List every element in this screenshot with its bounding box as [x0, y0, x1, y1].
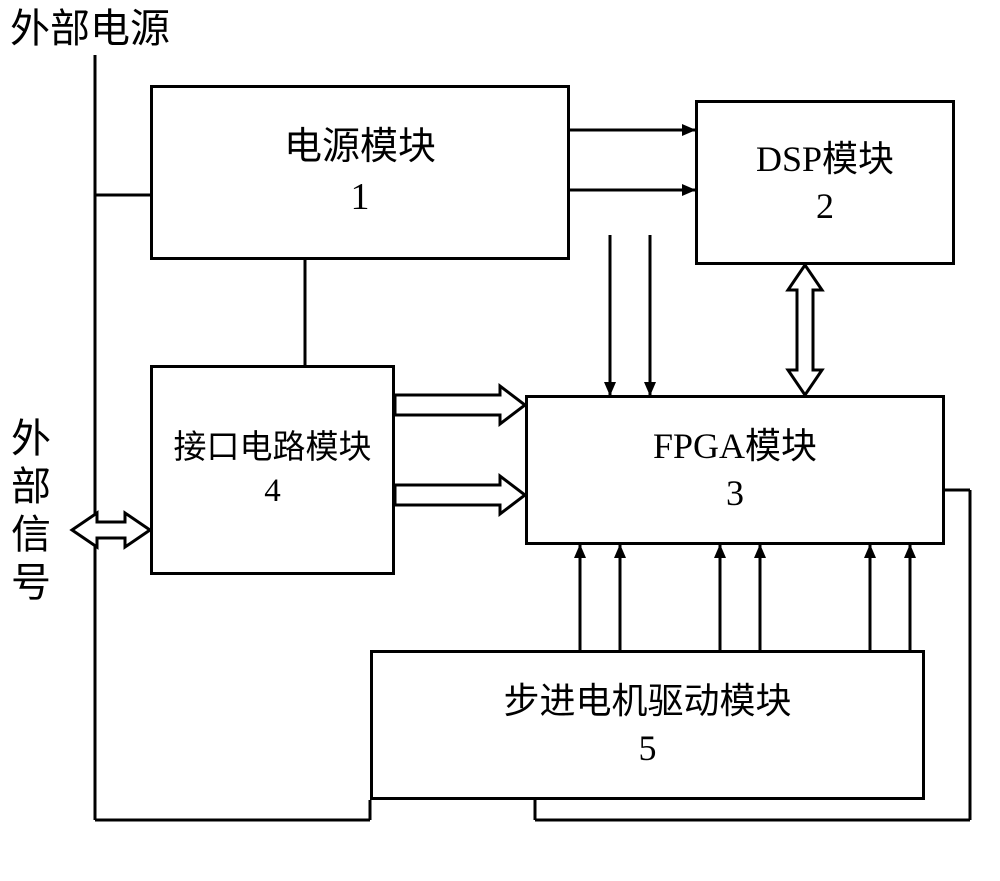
ch: 外: [10, 415, 52, 463]
ch: 号: [10, 559, 52, 607]
box-interface-module: 接口电路模块 4: [150, 365, 395, 575]
box-num: 1: [351, 173, 370, 222]
diagram-canvas: 外部电源 外 部 信 号 电源模块 1 DSP模块 2 接口电路模块 4 FPG…: [0, 0, 1000, 881]
label-external-signal: 外 部 信 号: [10, 415, 52, 607]
box-title: 电源模块: [284, 123, 436, 172]
box-title: FPGA模块: [653, 423, 817, 470]
box-num: 2: [816, 183, 834, 230]
box-stepper-module: 步进电机驱动模块 5: [370, 650, 925, 800]
ch: 信: [10, 511, 52, 559]
box-num: 4: [264, 470, 281, 513]
box-power-module: 电源模块 1: [150, 85, 570, 260]
text: 外部电源: [10, 6, 170, 51]
box-fpga-module: FPGA模块 3: [525, 395, 945, 545]
box-title: 接口电路模块: [174, 427, 372, 470]
box-title: DSP模块: [756, 136, 894, 183]
box-dsp-module: DSP模块 2: [695, 100, 955, 265]
box-title: 步进电机驱动模块: [503, 678, 791, 725]
box-num: 5: [639, 725, 657, 772]
label-external-power: 外部电源: [10, 5, 170, 53]
ch: 部: [10, 463, 52, 511]
box-num: 3: [726, 470, 744, 517]
